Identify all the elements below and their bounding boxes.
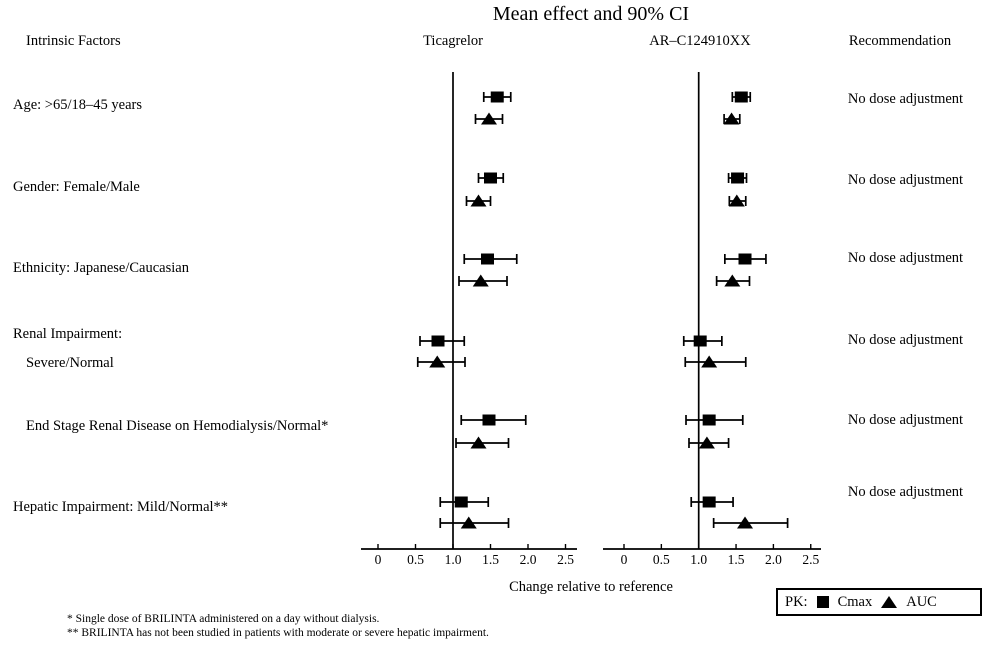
legend-cmax-label: Cmax bbox=[837, 593, 873, 610]
x-axis-label: Change relative to reference bbox=[509, 579, 673, 595]
auc-marker bbox=[724, 274, 741, 287]
cmax-marker bbox=[738, 253, 752, 265]
column-header-intrinsic-factors: Intrinsic Factors bbox=[26, 33, 121, 49]
x-axis-tick-label: 1.0 bbox=[690, 552, 707, 567]
legend: PK: Cmax AUC bbox=[776, 588, 982, 616]
auc-marker bbox=[481, 112, 497, 125]
footnote-1: * Single dose of BRILINTA administered o… bbox=[67, 613, 380, 625]
factor-label: Gender: Female/Male bbox=[13, 179, 140, 195]
x-axis-tick-label: 2.5 bbox=[557, 552, 574, 567]
factor-label: Age: >65/18–45 years bbox=[13, 97, 142, 113]
auc-marker bbox=[460, 516, 477, 529]
factor-label: Ethnicity: Japanese/Caucasian bbox=[13, 260, 189, 276]
recommendation-label: No dose adjustment bbox=[847, 250, 964, 266]
legend-auc-label: AUC bbox=[906, 593, 937, 610]
x-axis-tick-label: 0 bbox=[375, 552, 382, 567]
auc-marker bbox=[723, 112, 740, 125]
x-axis-tick-label: 1.5 bbox=[482, 552, 499, 567]
x-axis-tick-label: 0 bbox=[621, 552, 628, 567]
legend-pk-label: PK: bbox=[785, 593, 808, 610]
cmax-marker bbox=[431, 335, 445, 347]
factor-label: Renal Impairment: bbox=[13, 326, 123, 342]
x-axis-tick-label: 2.0 bbox=[520, 552, 537, 567]
factor-label: Hepatic Impairment: Mild/Normal** bbox=[13, 499, 229, 515]
recommendation-label: No dose adjustment bbox=[847, 412, 964, 428]
auc-marker bbox=[470, 436, 487, 449]
x-axis-tick-label: 2.5 bbox=[802, 552, 819, 567]
cmax-marker bbox=[481, 253, 494, 265]
factor-label: Severe/Normal bbox=[26, 355, 114, 371]
auc-marker bbox=[429, 355, 446, 368]
auc-marker bbox=[470, 194, 487, 207]
cmax-marker bbox=[454, 496, 468, 508]
cmax-marker bbox=[693, 335, 707, 347]
chart-title: Mean effect and 90% CI bbox=[492, 3, 690, 25]
auc-marker bbox=[698, 436, 715, 449]
auc-marker bbox=[737, 516, 754, 529]
column-header-arc124910xx: AR–C124910XX bbox=[649, 33, 751, 49]
x-axis-tick-label: 0.5 bbox=[407, 552, 424, 567]
cmax-marker bbox=[702, 496, 716, 508]
footnote-2: ** BRILINTA has not been studied in pati… bbox=[67, 627, 489, 639]
factor-label: End Stage Renal Disease on Hemodialysis/… bbox=[26, 418, 329, 434]
cmax-marker bbox=[702, 414, 716, 426]
column-header-ticagrelor: Ticagrelor bbox=[423, 33, 483, 49]
recommendation-label: No dose adjustment bbox=[847, 172, 964, 188]
auc-marker bbox=[728, 194, 745, 207]
recommendation-label: No dose adjustment bbox=[847, 484, 964, 500]
cmax-marker bbox=[484, 172, 497, 184]
x-axis-tick-label: 2.0 bbox=[765, 552, 782, 567]
cmax-marker bbox=[490, 91, 504, 103]
auc-triangle-icon bbox=[881, 596, 898, 608]
recommendation-label: No dose adjustment bbox=[847, 332, 964, 348]
auc-marker bbox=[472, 274, 489, 287]
recommendation-label: No dose adjustment bbox=[847, 91, 964, 107]
footnotes: * Single dose of BRILINTA administered o… bbox=[67, 612, 489, 640]
cmax-square-icon bbox=[816, 596, 829, 608]
column-header-recommendation: Recommendation bbox=[848, 33, 952, 49]
x-axis-tick-label: 0.5 bbox=[653, 552, 670, 567]
cmax-marker bbox=[734, 91, 748, 103]
auc-marker bbox=[701, 355, 718, 368]
cmax-marker bbox=[482, 414, 496, 426]
x-axis-tick-label: 1.0 bbox=[445, 552, 462, 567]
cmax-marker bbox=[731, 172, 745, 184]
x-axis-tick-label: 1.5 bbox=[728, 552, 745, 567]
